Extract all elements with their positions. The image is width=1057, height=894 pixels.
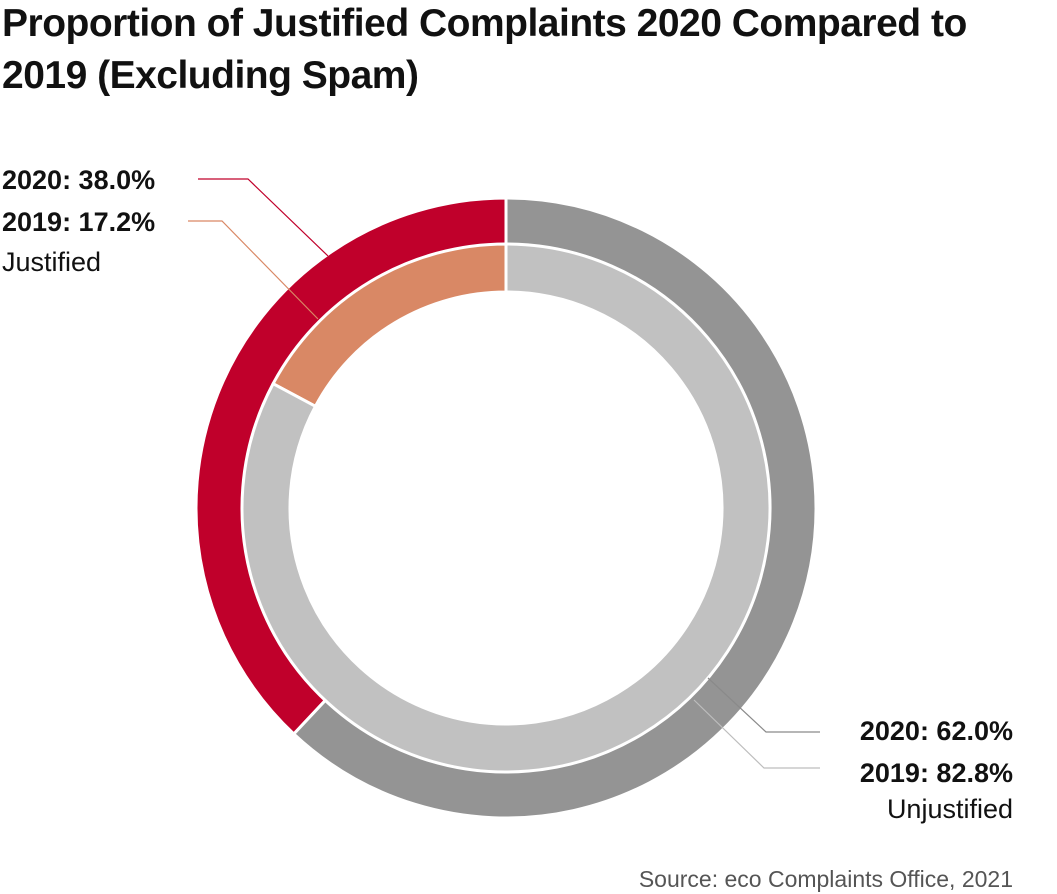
donut-segment-2019-unjustified xyxy=(240,242,772,774)
leader-lines xyxy=(188,178,820,769)
label-justified-category: Justified xyxy=(2,247,102,277)
label-unjustified-category: Unjustified xyxy=(886,794,1013,824)
chart-title: Proportion of Justified Complaints 2020 … xyxy=(2,2,967,97)
label-unjustified-2020: 2020: 62.0% xyxy=(859,716,1013,746)
source-note: Source: eco Complaints Office, 2021 xyxy=(638,866,1013,892)
leader-line-justified-2020 xyxy=(198,178,329,257)
label-unjustified-2019: 2019: 82.8% xyxy=(859,758,1013,788)
leader-line-justified-2019 xyxy=(188,220,319,320)
leader-line-unjustified-2019 xyxy=(693,699,820,769)
label-justified-2020: 2020: 38.0% xyxy=(2,165,156,195)
donut-rings xyxy=(194,196,818,820)
leader-line-unjustified-2020 xyxy=(707,677,820,733)
label-justified-2019: 2019: 17.2% xyxy=(2,207,156,237)
